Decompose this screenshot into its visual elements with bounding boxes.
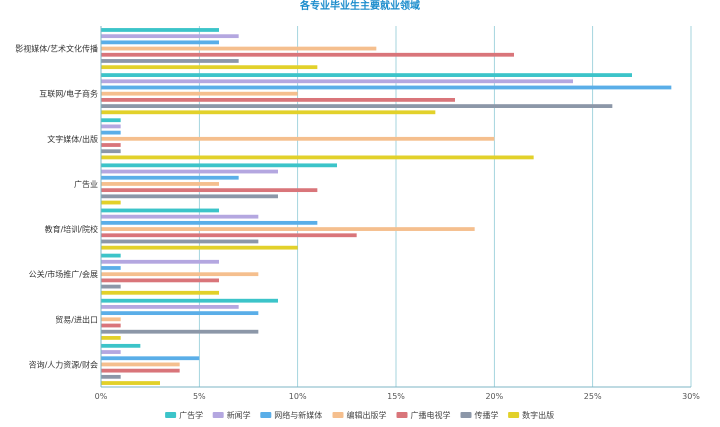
legend-label: 新闻学 [227,410,251,420]
x-tick-label: 10% [289,392,307,401]
bar [101,143,121,147]
legend-label: 广告学 [179,410,203,420]
bar [101,362,180,367]
bar [101,46,377,51]
bar [101,65,318,70]
bar [101,311,259,316]
legend-item[interactable]: 网络与新媒体 [260,410,322,420]
bar [101,130,121,135]
category-label: 教育/培训/院校 [45,224,98,234]
legend-item[interactable]: 编辑出版学 [332,410,387,420]
bar [101,182,219,186]
category-label: 贸易/进出口 [55,314,98,324]
bar [101,149,121,154]
bar [101,374,121,379]
legend-swatch [460,412,472,418]
bar [101,278,219,283]
bar [101,323,121,328]
bar [101,253,121,258]
category-label: 咨询/人力资源/财会 [29,359,98,369]
bar [101,368,180,373]
legend-item[interactable]: 传播学 [460,410,499,420]
legend-label: 编辑出版学 [347,410,387,420]
legend-item[interactable]: 数字出版 [508,410,554,420]
bar [101,290,219,295]
bar [101,169,278,174]
legend-item[interactable]: 广播电视学 [396,410,451,420]
bar [101,73,632,77]
bar [101,220,318,225]
legend-swatch [508,412,520,418]
bar [101,227,475,231]
category-label: 互联网/电子商务 [39,89,98,99]
category-label: 影视媒体/艺术文化传播 [15,44,98,54]
bar [101,245,298,250]
bar [101,381,160,385]
bar [101,136,495,141]
bars [101,28,672,385]
bar [101,208,219,213]
bar [101,350,121,354]
bar [101,266,121,270]
bar [101,40,219,45]
bar [101,118,121,123]
category-labels: 影视媒体/艺术文化传播互联网/电子商务文字媒体/出版广告业教育/培训/院校公关/… [15,44,98,370]
x-tick-labels: 0% 5% 10% 15% 20% 25% 30% [95,392,701,401]
bar [101,52,514,57]
bar [101,97,455,102]
legend-swatch [396,412,408,418]
bar [101,175,239,180]
legend-label: 传播学 [475,410,499,420]
axes [100,26,691,388]
bar [101,284,121,289]
bar [101,272,259,277]
bar [101,194,278,199]
bar [101,200,121,205]
bar [101,163,337,168]
bar [101,259,219,264]
bar [101,79,573,84]
x-tick-label: 30% [682,392,700,401]
legend-swatch [332,412,344,418]
bar [101,317,121,322]
legend: 广告学 新闻学 网络与新媒体 编辑出版学 广播电视学 传播学 数字出版 [165,410,554,420]
category-label: 公关/市场推广/会展 [29,269,98,279]
category-label: 文字媒体/出版 [47,134,98,144]
x-tick-label: 0% [95,392,108,401]
bar [101,59,239,63]
bar [101,298,278,303]
bar [101,343,141,348]
x-tick-label: 20% [485,392,503,401]
bar [101,305,239,309]
legend-label: 广播电视学 [411,410,451,420]
legend-label: 网络与新媒体 [274,410,322,420]
legend-swatch [212,412,224,418]
bar [101,85,672,90]
x-tick-label: 5% [193,392,206,401]
legend-label: 数字出版 [522,410,554,420]
legend-item[interactable]: 新闻学 [212,410,251,420]
x-tick-label: 25% [584,392,602,401]
bar [101,336,121,340]
bar [101,188,318,193]
legend-swatch [165,412,177,418]
x-tick-label: 15% [387,392,405,401]
bar [101,155,534,160]
bar [101,239,259,244]
bar [101,356,200,361]
bar [101,329,259,334]
bar [101,214,259,219]
bar [101,91,298,96]
bar [101,34,239,39]
category-label: 广告业 [74,179,98,189]
chart-title: 各专业毕业生主要就业领域 [299,0,420,12]
bar [101,233,357,238]
legend-swatch [260,412,272,418]
legend-item[interactable]: 广告学 [165,410,203,420]
bar [101,104,613,108]
bar [101,28,219,32]
bar [101,124,121,129]
bar [101,110,436,115]
